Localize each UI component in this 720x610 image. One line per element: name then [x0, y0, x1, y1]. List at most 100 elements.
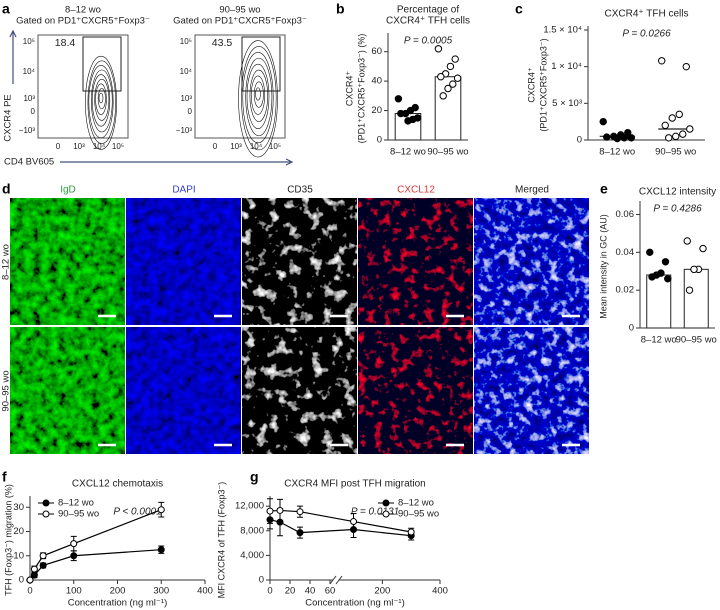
x-tick-label: 20 [285, 586, 296, 597]
contour [98, 92, 104, 104]
gate-value: 43.5 [212, 37, 233, 49]
data-point [350, 518, 358, 526]
x-tick-label: 10³ [230, 142, 242, 151]
legend-label: 8–12 wo [398, 498, 434, 509]
plot-subtitle: Gated on PD1⁺CXCR5⁺Foxp3⁻ [16, 16, 150, 27]
data-point [39, 552, 47, 560]
row-label: 8–12 wo [1, 244, 12, 280]
plot-frame [37, 34, 129, 139]
x-tick-label: 60 [325, 586, 336, 597]
series-line [29, 509, 162, 581]
y-tick-label: 10⁴ [23, 67, 36, 76]
contour [88, 65, 114, 139]
y-tick-label: 0 [629, 323, 634, 334]
contour [255, 87, 261, 101]
data-point [672, 132, 680, 141]
x-tick-label: 90–95 wo [427, 147, 468, 158]
channel-label: Merged [515, 185, 549, 196]
legend-marker [42, 499, 50, 507]
x-tick-label: 10⁵ [112, 142, 124, 151]
chart-title: CXCL12 chemotaxis [72, 479, 163, 490]
panel-label: c [515, 1, 523, 17]
legend-marker [382, 499, 390, 507]
data-point [453, 74, 462, 82]
data-point [675, 110, 683, 119]
data-point [658, 57, 666, 65]
plot-title: 8–12 wo [65, 5, 101, 16]
legend-marker [42, 510, 50, 518]
micrograph [358, 198, 473, 325]
contour [253, 81, 264, 108]
data-point [668, 114, 676, 122]
x-tick-label: 400 [432, 586, 448, 597]
micrograph [474, 198, 589, 325]
x-tick-label: 10⁵ [269, 142, 281, 151]
x-axis-title: Concentration (ng ml⁻¹) [68, 598, 168, 609]
data-point [434, 45, 443, 53]
y-tick-label: 0 [259, 575, 264, 586]
data-point [70, 552, 78, 560]
y-tick-label: 5 × 10³ [552, 98, 582, 109]
data-point [686, 125, 694, 133]
y-tick-label: 10 [13, 550, 24, 561]
chart-title: CXCR4⁺ TFH cells [605, 9, 689, 20]
legend-label: 8–12 wo [58, 498, 94, 509]
row-label: 90–95 wo [1, 370, 12, 411]
chart-title: Percentage of [397, 5, 459, 16]
y-tick-label: 8,000 [240, 525, 264, 536]
x-tick-label: 200 [374, 586, 390, 597]
panel-label: f [2, 469, 7, 485]
y-tick-label: 10⁵ [180, 37, 192, 46]
data-point [599, 117, 607, 126]
contour [87, 60, 117, 144]
legend-label: 90–95 wo [398, 509, 439, 520]
data-point [685, 286, 694, 294]
data-point [648, 273, 656, 281]
chart-title: CXCR4 MFI post TFH migration [284, 479, 426, 490]
data-point [690, 265, 698, 274]
gate-value: 18.4 [55, 37, 76, 49]
contour [95, 83, 107, 115]
y-axis-title: MFI CXCR4 of TFH (Foxp3⁻) [216, 482, 226, 599]
data-point [394, 95, 403, 103]
y-axis-title: CXCR4⁺ [526, 67, 536, 103]
data-point [627, 134, 635, 142]
data-point [665, 134, 673, 142]
data-point [26, 576, 34, 584]
panel-label: d [2, 181, 11, 197]
y-tick-label: 0.02 [616, 285, 635, 296]
y-tick-label: 1.5 × 10⁴ [543, 25, 582, 36]
data-point [157, 546, 165, 554]
y-tick-label: 10⁴ [180, 67, 193, 76]
contour [91, 74, 111, 127]
y-tick-label: 10⁵ [23, 37, 35, 46]
x-axis-title: Concentration (ng ml⁻¹) [305, 598, 405, 609]
data-point [397, 109, 405, 118]
y-tick-label: 12,000 [235, 501, 264, 512]
micrograph [10, 327, 125, 454]
data-point [70, 540, 78, 548]
micrograph [474, 327, 589, 454]
contour [91, 69, 113, 133]
contour [85, 55, 117, 150]
x-axis-title: CD4 BV605 [4, 157, 54, 168]
gate [241, 36, 281, 92]
micrograph [242, 327, 357, 454]
y-tick-label: 0 [577, 135, 582, 146]
y-tick-label: 1 × 10⁴ [551, 61, 582, 72]
y-tick-label: 20 [371, 105, 382, 116]
x-tick-label: 8–12 wo [390, 147, 426, 158]
y-tick-label: 0 [377, 135, 382, 146]
x-tick-label: 90–95 wo [655, 147, 696, 158]
y-tick-label: 10³ [180, 94, 192, 103]
series-line [29, 549, 162, 581]
data-point [699, 244, 707, 253]
channel-label: DAPI [172, 185, 195, 196]
data-point [404, 117, 412, 125]
data-point [664, 275, 672, 283]
y-tick-label: 0 [31, 107, 36, 116]
data-point [276, 506, 284, 514]
data-point [646, 248, 654, 257]
y-axis-title: (PD1⁺CXCR5⁺Foxp3⁻) (%) [356, 34, 366, 144]
